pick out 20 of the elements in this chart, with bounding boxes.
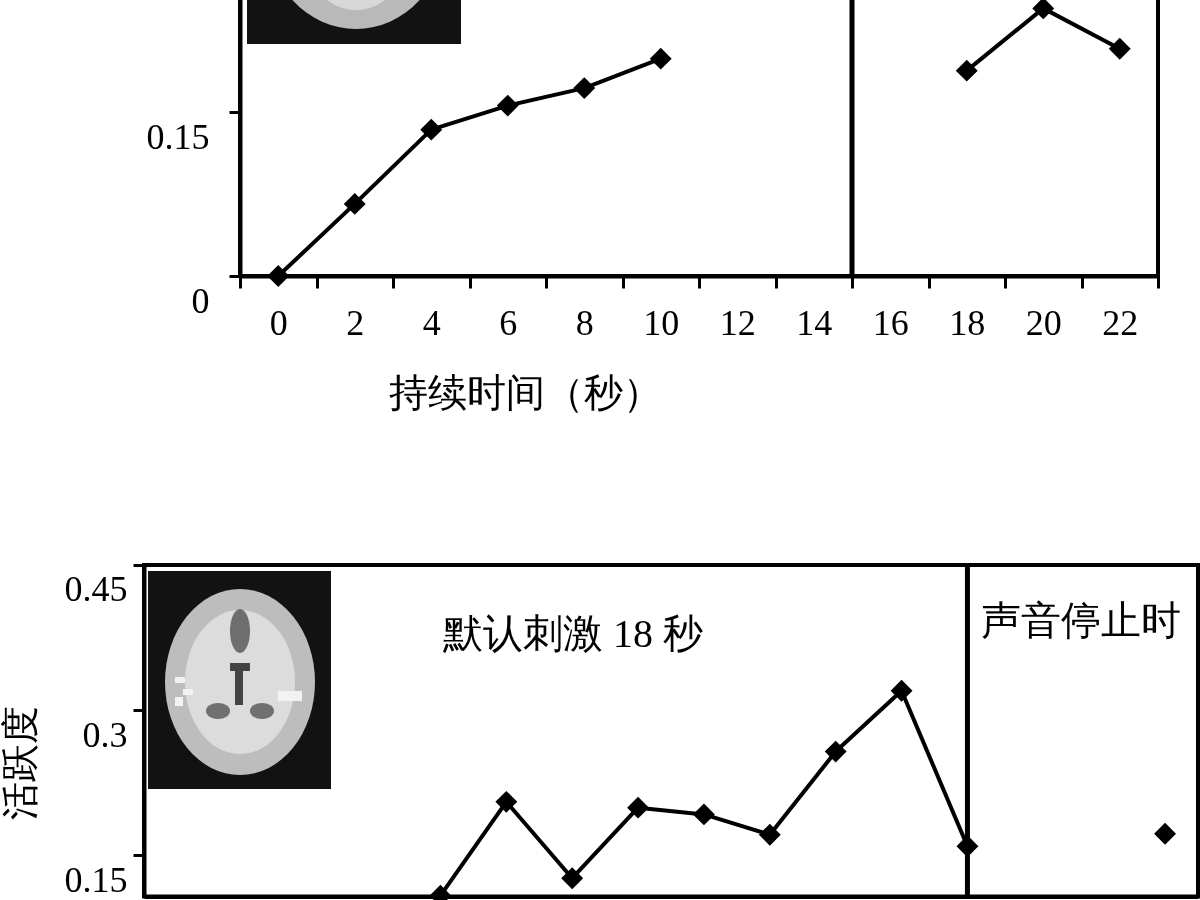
y-tick-label: 0.15 [146, 116, 210, 157]
annotation: 声音停止时 [980, 598, 1181, 643]
x-tick-label: 6 [499, 302, 518, 343]
x-tick-label: 22 [1102, 302, 1139, 343]
x-tick-label: 2 [346, 302, 365, 343]
y-tick-label: 0.15 [64, 859, 128, 900]
x-tick-label: 20 [1025, 302, 1062, 343]
x-tick-label: 14 [796, 302, 833, 343]
x-tick-label: 12 [719, 302, 756, 343]
x-axis-title: 持续时间（秒） [388, 370, 662, 414]
x-tick-label: 18 [949, 302, 986, 343]
x-tick-label: 0 [269, 302, 288, 343]
x-tick-label: 16 [872, 302, 909, 343]
annotation: 默认刺激 18 秒 [442, 611, 703, 656]
x-tick-label: 10 [643, 302, 680, 343]
y-tick-label: 0.3 [82, 714, 128, 755]
x-tick-label: 8 [575, 302, 594, 343]
y-tick-label: 0.45 [64, 569, 128, 610]
y-axis-title: 活跃度 [0, 706, 41, 821]
x-tick-label: 4 [422, 302, 441, 343]
